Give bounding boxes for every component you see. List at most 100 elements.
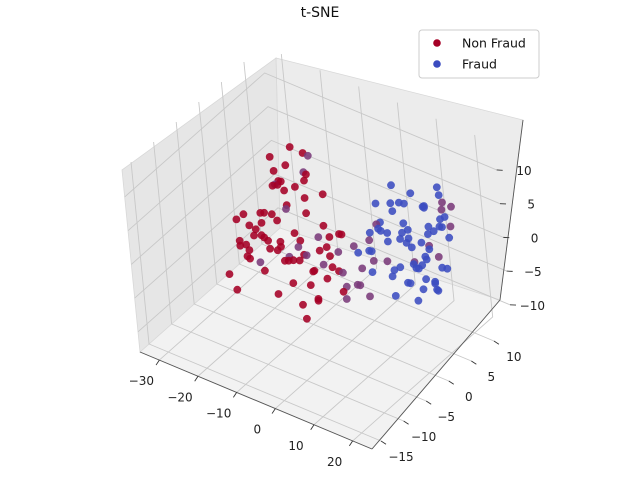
x-tick-label: 20 <box>327 455 342 469</box>
scatter-point-non-fraud <box>273 246 282 255</box>
scatter-point-non-fraud <box>256 209 265 217</box>
z-tick-label: 0 <box>531 231 539 245</box>
scatter-point-fraud <box>431 279 440 288</box>
scatter-point-fraud <box>434 191 443 200</box>
x-tick-label: −20 <box>167 390 192 404</box>
scatter-point-non-fraud <box>265 153 274 161</box>
y-tick-label: 5 <box>488 370 496 384</box>
scatter-point-non-fraud <box>236 241 245 250</box>
scatter-point-non-fraud <box>339 287 348 296</box>
scatter-point-non-fraud <box>300 194 309 202</box>
scatter-point-non-fraud <box>245 246 254 255</box>
scatter-point-fraud <box>399 219 408 228</box>
x-tick-mark <box>155 359 160 366</box>
z-tick-label: 5 <box>527 198 535 212</box>
scatter-point-fraud <box>424 230 432 239</box>
legend: Non Fraud Fraud <box>418 29 540 79</box>
x-tick-label: −10 <box>206 406 231 420</box>
scatter-point-fraud <box>445 233 454 242</box>
scatter-point-mixed <box>365 236 374 245</box>
scatter-point-non-fraud <box>257 219 266 227</box>
scatter-point-fraud <box>415 264 423 273</box>
scatter-point-mixed <box>302 251 311 260</box>
y-tick-label: −5 <box>437 410 455 424</box>
y-tick-mark <box>403 420 409 425</box>
scatter-point-fraud <box>406 189 415 198</box>
x-tick-mark <box>310 424 315 430</box>
scatter-point-fraud <box>384 237 392 246</box>
z-grid-line <box>127 106 501 232</box>
scatter-point-fraud <box>396 235 404 243</box>
scatter-point-fraud <box>434 286 443 295</box>
scatter-point-non-fraud <box>296 236 305 245</box>
x-tick-mark <box>348 440 354 447</box>
y-axis-line <box>371 299 501 450</box>
scatter-point-non-fraud <box>290 229 299 238</box>
scatter-point-non-fraud <box>323 274 332 283</box>
scatter-point-fraud <box>388 207 397 216</box>
y-tick-label: −10 <box>411 430 436 444</box>
scatter-point-fraud <box>420 203 428 212</box>
scatter-point-mixed <box>358 264 367 273</box>
scatter-point-non-fraud <box>314 296 323 305</box>
scatter-point-non-fraud <box>302 209 310 218</box>
scatter-point-mixed <box>437 205 446 214</box>
scatter-point-fraud <box>443 264 452 273</box>
y-tick-label: −15 <box>388 450 413 464</box>
scatter-point-non-fraud <box>233 285 242 294</box>
scatter-point-non-fraud <box>322 243 331 252</box>
scatter-point-fraud <box>387 181 395 190</box>
scatter-point-fraud <box>403 226 412 234</box>
scatter-point-non-fraud <box>291 183 299 191</box>
scatter-point-non-fraud <box>300 176 308 185</box>
scatter-point-non-fraud <box>318 190 327 199</box>
scatter-point-mixed <box>282 205 290 213</box>
scatter-point-mixed <box>383 257 392 266</box>
scatter-point-non-fraud <box>326 252 334 260</box>
scatter-point-fraud <box>422 275 430 284</box>
scatter-points <box>225 143 455 323</box>
scatter-point-non-fraud <box>289 279 298 287</box>
scatter-point-mixed <box>438 198 446 207</box>
z-axis-line <box>499 119 524 301</box>
scatter-point-non-fraud <box>285 143 294 151</box>
scatter-point-mixed <box>342 295 351 303</box>
legend-marker-non-fraud <box>433 39 441 47</box>
scatter-point-fraud <box>398 228 406 237</box>
scatter-point-non-fraud <box>273 216 281 225</box>
scatter-point-fraud <box>400 199 408 208</box>
scatter-point-non-fraud <box>268 181 277 190</box>
z-tick-label: −10 <box>520 299 545 313</box>
scatter-point-non-fraud <box>315 246 324 255</box>
scatter-point-non-fraud <box>281 161 290 170</box>
chart-title: t-SNE <box>301 5 340 21</box>
scatter-point-fraud <box>419 285 428 294</box>
scatter-point-fraud <box>390 266 399 274</box>
scatter-point-mixed <box>319 260 328 269</box>
scatter-point-fraud <box>417 238 426 247</box>
y-tick-mark <box>471 360 477 365</box>
scatter-point-fraud <box>429 227 438 236</box>
scatter-point-fraud <box>436 215 444 224</box>
legend-frame <box>418 29 540 79</box>
scatter-point-non-fraud <box>274 290 283 298</box>
y-tick-mark <box>493 340 500 345</box>
y-tick-label: 0 <box>465 390 473 404</box>
scatter-point-non-fraud <box>328 263 337 272</box>
scatter-point-fraud <box>425 245 434 254</box>
z-grid-line <box>124 72 497 198</box>
z-tick-label: 10 <box>516 164 531 178</box>
scatter-point-non-fraud <box>261 266 269 275</box>
scatter-point-non-fraud <box>232 215 241 224</box>
scatter-point-fraud <box>414 296 423 305</box>
scatter-point-non-fraud <box>302 170 310 179</box>
scatter-point-non-fraud <box>281 256 289 265</box>
scatter-point-fraud <box>388 272 397 281</box>
scatter-point-non-fraud <box>250 231 258 240</box>
z-grid-line <box>137 207 511 333</box>
scatter-point-fraud <box>367 247 376 256</box>
scatter-point-mixed <box>369 257 378 265</box>
x-tick-label: −30 <box>129 374 154 388</box>
x-tick-mark <box>271 408 276 414</box>
